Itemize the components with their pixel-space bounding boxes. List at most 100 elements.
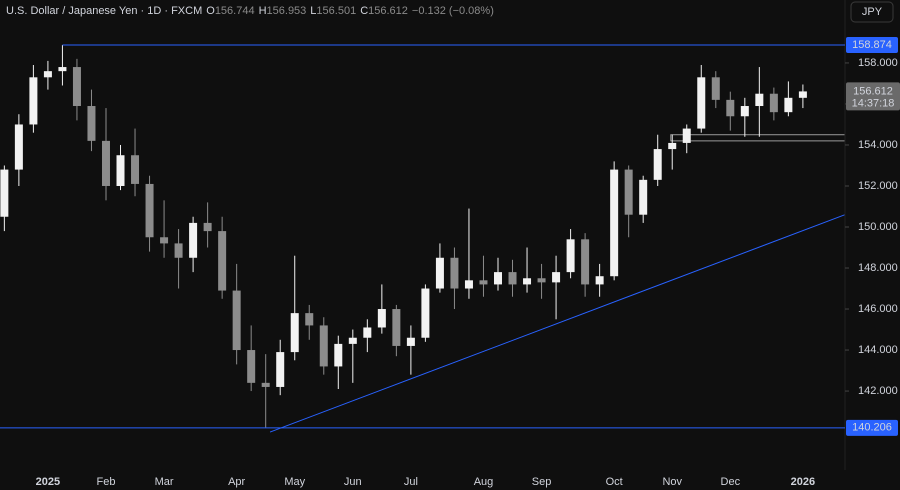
x-tick-label: Mar [155, 476, 174, 488]
candle-body [653, 149, 662, 180]
y-tick-label: 146.000 [858, 303, 898, 315]
candle-body [552, 272, 561, 283]
candle-body [14, 124, 23, 170]
candle-body [726, 99, 735, 117]
x-tick-label: Apr [228, 476, 245, 488]
candle-body [101, 140, 110, 186]
candle-body [537, 278, 546, 283]
candle-body [377, 309, 386, 328]
candle-body [668, 142, 677, 150]
plot-area [0, 45, 846, 433]
candle-body [247, 350, 256, 383]
candle-body [464, 280, 473, 289]
candle-body [406, 337, 415, 346]
ohlc-label: O [206, 5, 215, 17]
level-label: 140.206 [852, 422, 892, 434]
candle-body [203, 222, 212, 232]
y-tick-label: 154.000 [858, 139, 898, 151]
candle-body [131, 155, 140, 184]
candle-body [0, 169, 9, 217]
y-tick-label: 142.000 [858, 385, 898, 397]
candle-body [160, 237, 169, 244]
level-label-box [846, 37, 898, 54]
candle-body [711, 77, 720, 100]
x-tick-label: 2026 [791, 476, 815, 488]
candle-body [305, 313, 314, 326]
candle-body [479, 280, 488, 285]
level-label-box [846, 419, 898, 436]
candle-body [784, 97, 793, 113]
y-tick-label: 148.000 [858, 262, 898, 274]
x-tick-label: Sep [532, 476, 552, 488]
header-text: U.S. Dollar / Japanese Yen · 1D · FXCM O1… [6, 5, 494, 17]
x-tick-label: Oct [606, 476, 623, 488]
candle-body [508, 272, 517, 285]
candle-body [72, 67, 81, 107]
candle-body [493, 272, 502, 285]
x-tick-label: Dec [721, 476, 741, 488]
candle-body [29, 77, 38, 125]
candle-body [43, 71, 52, 78]
ohlc-label: H [259, 5, 267, 17]
countdown: 14:37:18 [852, 97, 895, 109]
candle-body [740, 106, 749, 117]
level-label: 158.874 [852, 39, 892, 51]
y-tick-label: 150.000 [858, 221, 898, 233]
ohlc-value: 156.612 [368, 5, 408, 17]
candle-body [145, 183, 154, 238]
candle-body [189, 222, 198, 258]
candle-body [348, 337, 357, 344]
candle-body [290, 313, 299, 353]
candle-body [610, 169, 619, 277]
candle-body [450, 257, 459, 289]
x-tick-label: Jun [344, 476, 362, 488]
candle-body [523, 278, 532, 285]
candle-body [174, 243, 183, 258]
candle-body [261, 382, 270, 387]
symbol: U.S. Dollar / Japanese Yen · 1D · FXCM [6, 5, 202, 17]
candle-body [392, 309, 401, 346]
candle-body [232, 290, 241, 351]
last-price: 156.612 [853, 85, 893, 97]
candle-body [697, 77, 706, 129]
change: −0.132 (−0.08%) [412, 5, 494, 17]
ohlc-value: 156.744 [215, 5, 255, 17]
candle-body [334, 343, 343, 367]
ohlc-label: L [310, 5, 316, 17]
candle-body [319, 325, 328, 367]
candle-body [421, 288, 430, 338]
ohlc-value: 156.501 [316, 5, 356, 17]
y-tick-label: 158.000 [858, 57, 898, 69]
candle-body [218, 231, 227, 291]
candle-body [581, 239, 590, 285]
y-tick-label: 144.000 [858, 344, 898, 356]
candle-body [755, 93, 764, 107]
x-tick-label: Nov [662, 476, 682, 488]
candle-body [639, 179, 648, 215]
candle-body [769, 93, 778, 113]
candle-body [58, 67, 67, 72]
last-price-box [846, 82, 900, 111]
candle-body [363, 327, 372, 338]
candle-body [276, 352, 285, 387]
x-tick-label: Aug [474, 476, 494, 488]
candle-body [87, 106, 96, 141]
candle-body [116, 155, 125, 186]
candle-body [624, 169, 633, 215]
x-tick-label: 2025 [36, 476, 60, 488]
currency[interactable]: JPY [862, 6, 883, 18]
candle-body [682, 128, 691, 143]
x-tick-label: Jul [404, 476, 418, 488]
candle-body [435, 257, 444, 289]
currency-box[interactable] [850, 1, 894, 23]
y-tick-label: 152.000 [858, 180, 898, 192]
trend-line [269, 214, 846, 433]
candle-body [798, 91, 807, 98]
ohlc-label: C [360, 5, 368, 17]
x-tick-label: Feb [97, 476, 116, 488]
ohlc-value: 156.953 [267, 5, 307, 17]
candle-body [566, 239, 575, 273]
header: U.S. Dollar / Japanese Yen · 1D · FXCM O1… [6, 5, 494, 17]
x-tick-label: May [284, 476, 305, 488]
